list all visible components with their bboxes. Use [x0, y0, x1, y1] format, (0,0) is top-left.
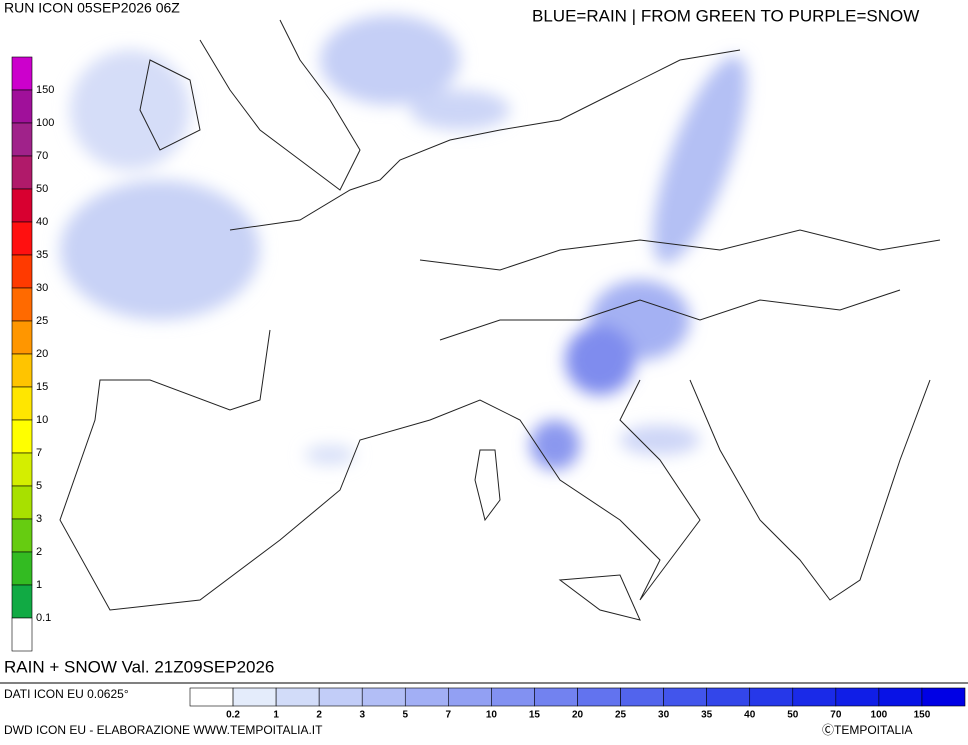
rain-swatch	[835, 687, 880, 707]
rain-label: 20	[572, 710, 584, 721]
snow-swatch	[11, 419, 33, 454]
snow-label: 35	[36, 249, 48, 261]
snow-label: 15	[36, 381, 48, 393]
rain-label: 10	[486, 710, 498, 721]
snow-swatch	[11, 155, 33, 190]
rain-label: 100	[871, 710, 888, 721]
data-note: DATI ICON EU 0.0625°	[4, 687, 129, 701]
rain-swatch	[232, 687, 277, 707]
rain-swatch	[663, 687, 707, 707]
snow-swatch	[11, 320, 33, 355]
precipitation-field	[60, 15, 748, 470]
rain-swatch	[404, 687, 449, 707]
snow-swatch	[11, 551, 33, 586]
snow-label: 20	[36, 348, 48, 360]
rain-swatch	[318, 687, 363, 707]
snow-swatch	[11, 56, 33, 91]
map-caption: RAIN + SNOW Val. 21Z09SEP2026	[4, 657, 274, 676]
rain-label: 25	[615, 710, 627, 721]
credit: DWD ICON EU - ELABORAZIONE WWW.TEMPOITAL…	[4, 723, 323, 737]
rain-label: 1	[273, 710, 279, 721]
legend-note: BLUE=RAIN | FROM GREEN TO PURPLE=SNOW	[532, 6, 919, 25]
snow-label: 5	[36, 480, 42, 492]
rain-label: 40	[744, 710, 756, 721]
rain-swatch	[275, 687, 320, 707]
snow-label: 3	[36, 513, 42, 525]
rain-swatch	[361, 687, 406, 707]
snow-swatch	[11, 584, 33, 619]
rain-swatch	[448, 687, 492, 707]
rain-swatch	[620, 687, 664, 707]
snow-scale: 150 100 70 50 40 35 30 25 20 15 10 7 5 3 2 1 0.1	[11, 56, 54, 652]
snow-label: 7	[36, 447, 42, 459]
snow-label: 2	[36, 546, 42, 558]
snow-swatch	[11, 353, 33, 388]
rain-scale: 0.2 1 2 3 5 7 10 15 20 25 30 35 40 50 70 100 150	[189, 687, 966, 721]
rain-swatch	[577, 687, 621, 707]
snow-label: 100	[36, 117, 54, 129]
rain-swatch	[491, 687, 535, 707]
snow-label: 0.1	[36, 612, 51, 624]
rain-swatch	[189, 687, 234, 707]
rain-label: 50	[787, 710, 799, 721]
snow-swatch	[11, 221, 33, 256]
rain-label: 5	[402, 710, 408, 721]
run-label: RUN ICON 05SEP2026 06Z	[4, 0, 180, 16]
snow-swatch	[11, 122, 33, 157]
snow-label: 40	[36, 216, 48, 228]
rain-label: 3	[359, 710, 365, 721]
snow-swatch	[11, 485, 33, 520]
snow-swatch	[11, 254, 33, 289]
snow-swatch	[11, 287, 33, 322]
snow-label: 150	[36, 84, 54, 96]
snow-label: 30	[36, 282, 48, 294]
rain-swatch	[921, 687, 966, 707]
snow-swatch	[11, 188, 33, 223]
copyright: ⒸTEMPOITALIA	[822, 723, 912, 737]
rain-swatch	[792, 687, 837, 707]
snow-label: 1	[36, 579, 42, 591]
snow-swatch	[11, 518, 33, 553]
rain-swatch	[534, 687, 578, 707]
rain-label: 150	[914, 710, 931, 721]
coastlines	[59, 19, 941, 621]
rain-label: 0.2	[226, 710, 240, 721]
snow-swatch	[11, 386, 33, 421]
rain-label: 70	[830, 710, 842, 721]
note-box	[528, 2, 968, 32]
snow-label: 25	[36, 315, 48, 327]
snow-swatch	[11, 617, 33, 652]
snow-label: 10	[36, 414, 48, 426]
rain-swatch	[749, 687, 794, 707]
rain-label: 2	[316, 710, 322, 721]
rain-swatch	[878, 687, 923, 707]
snow-label: 50	[36, 183, 48, 195]
snow-swatch	[11, 89, 33, 124]
rain-label: 35	[701, 710, 713, 721]
rain-label: 7	[446, 710, 452, 721]
snow-swatch	[11, 452, 33, 487]
rain-label: 15	[529, 710, 541, 721]
rain-label: 30	[658, 710, 670, 721]
rain-swatch	[706, 687, 751, 707]
snow-label: 70	[36, 150, 48, 162]
